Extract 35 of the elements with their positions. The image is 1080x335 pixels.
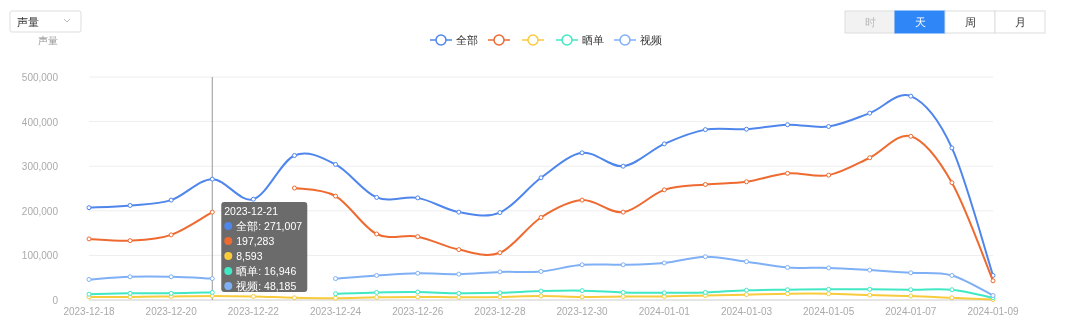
legend-item: 视频 [613,34,662,46]
x-tick-label: 2023-12-18 [63,306,116,317]
x-tick-label: 2024-01-01 [638,306,691,317]
x-tick-label: 2024-01-05 [803,306,855,317]
x-tick-label: 2023-12-30 [556,306,609,317]
text: 天 [914,16,926,28]
text: 周 [964,16,976,28]
legend-label: 视频 [640,34,662,46]
text: 月 [1014,16,1026,28]
x-tick-label: 2024-01-09 [967,306,1020,317]
annotation: 8,593 [236,250,263,262]
x-tick-label: 2024-01-03 [720,306,773,317]
x-tick-label: 2023-12-26 [392,306,444,317]
annotation: 视频: 48,185 [236,280,297,292]
annotation: 全部: 271,007 [236,220,303,232]
x-tick-label: 2023-12-28 [474,306,526,317]
x-tick-label: 2023-12-22 [227,306,280,317]
text: 声量 [17,16,39,28]
y-tick-label: 200,000 [21,205,59,217]
y-axis-title: 声量 [38,35,58,46]
y-tick-label: 0 [52,295,59,306]
legend-label: 晒单 [582,34,604,46]
x-tick-label: 2023-12-24 [309,306,362,317]
y-tick-label: 500,000 [21,72,59,83]
legend-item: 全部 [429,34,478,46]
x-tick-label: 2023-12-20 [145,306,198,317]
annotation: 2023-12-21 [224,205,279,217]
annotation: 197,283 [236,235,275,247]
legend-label: 全部 [456,34,478,46]
y-tick-label: 300,000 [21,161,59,173]
x-tick-label: 2024-01-07 [885,306,937,317]
legend-item: 晒单 [555,34,604,46]
y-tick-label: 400,000 [21,116,59,128]
annotation: 晒单: 16,946 [236,265,297,277]
y-tick-label: 100,000 [21,250,59,262]
